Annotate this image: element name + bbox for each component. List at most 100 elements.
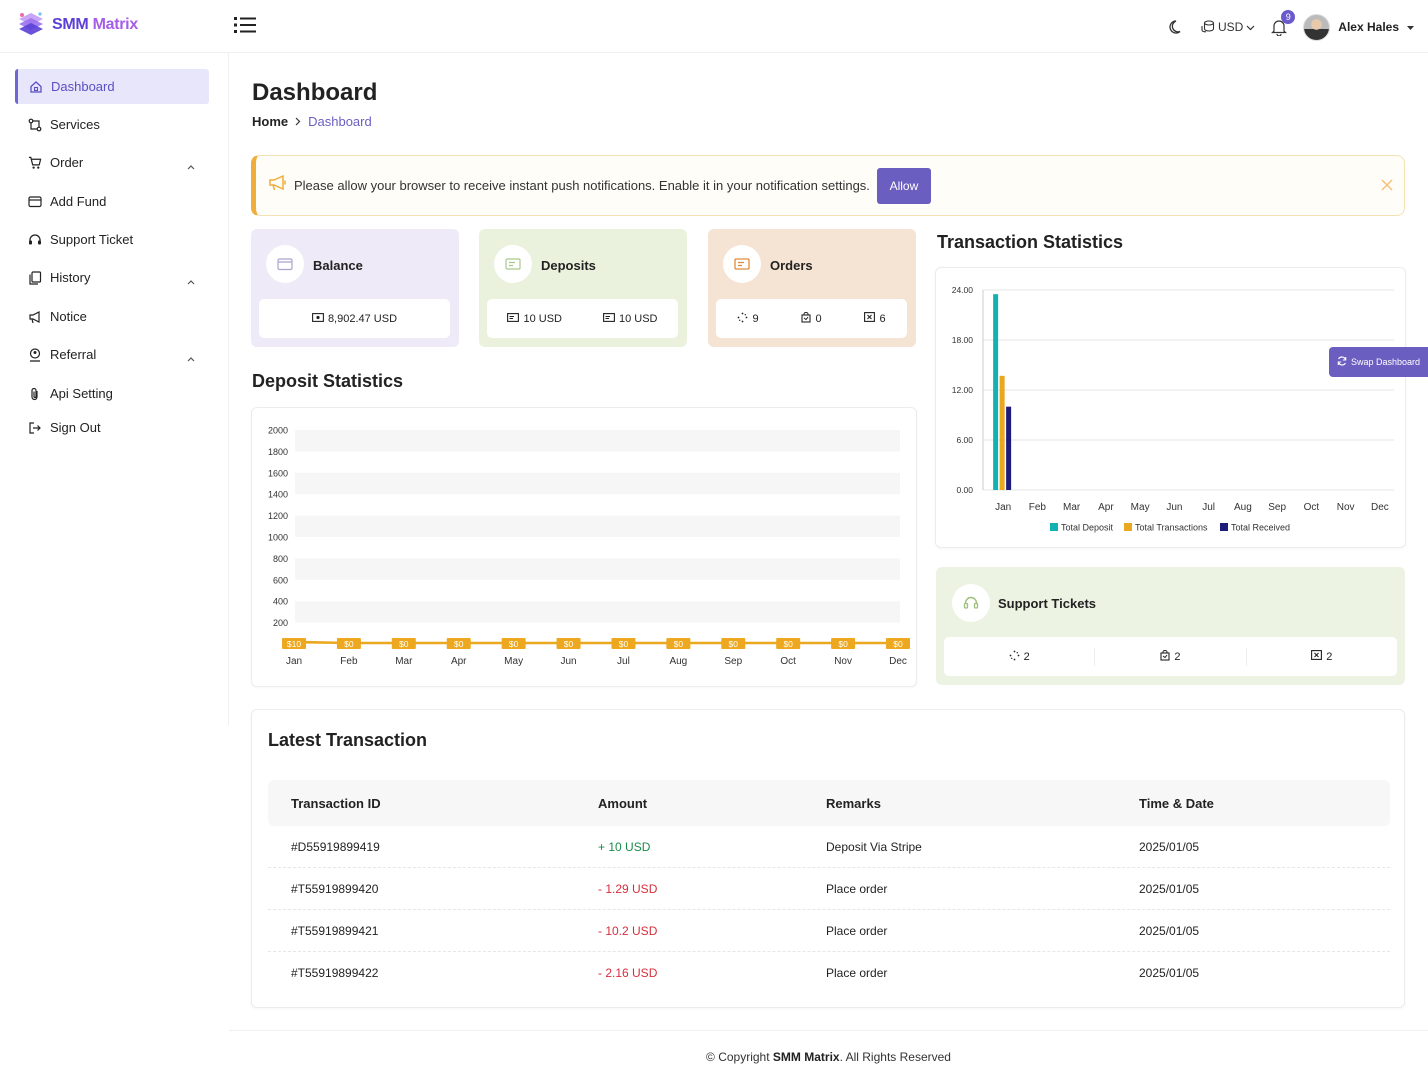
data-label: $0	[564, 639, 574, 649]
sidebar-item-sign-out[interactable]: Sign Out	[15, 410, 209, 445]
sidebar-item-label: History	[50, 270, 91, 285]
grid-band	[295, 430, 900, 452]
menu-toggle-icon[interactable]	[234, 16, 258, 36]
deposit-value: 10 USD	[507, 313, 562, 325]
copy-icon	[28, 270, 42, 285]
cash-icon	[311, 312, 324, 325]
sidebar-item-label: Add Fund	[50, 194, 107, 209]
data-label: $0	[399, 639, 409, 649]
data-label-bg	[391, 638, 416, 649]
transaction-amount: + 10 USD	[598, 840, 651, 854]
allow-button[interactable]: Allow	[876, 167, 931, 204]
bar	[993, 294, 999, 490]
y-tick-label: 24.00	[952, 285, 974, 295]
sidebar-item-add-fund[interactable]: Add Fund	[15, 184, 209, 219]
table-row: #T55919899420 - 1.29 USD Place order 202…	[268, 868, 1390, 910]
x-tick-label: Mar	[395, 656, 413, 667]
series-line	[293, 640, 898, 645]
close-icon[interactable]	[1380, 178, 1394, 192]
currency-selector[interactable]: USD	[1201, 19, 1255, 36]
coins-icon	[1201, 19, 1215, 36]
table-row: #T55919899421 - 10.2 USD Place order 202…	[268, 910, 1390, 952]
swap-dashboard-button[interactable]: Swap Dashboard	[1329, 347, 1428, 377]
y-tick-label: 1000	[268, 533, 288, 543]
data-label: $0	[893, 639, 903, 649]
footer: © Copyright SMM Matrix. All Rights Reser…	[229, 1030, 1428, 1080]
x-tick-label: Jun	[1166, 502, 1182, 513]
x-tick-label: Jun	[560, 656, 576, 667]
chevron-up-icon	[187, 273, 195, 288]
user-menu[interactable]: Alex Hales	[1303, 13, 1414, 41]
chevron-right-icon	[295, 114, 301, 129]
wallet-icon	[266, 245, 304, 283]
y-tick-label: 6.00	[956, 435, 973, 445]
data-label: $0	[344, 639, 354, 649]
copyright-text: © Copyright SMM Matrix. All Rights Reser…	[706, 1050, 951, 1064]
transaction-id: #T55919899421	[291, 924, 379, 938]
deposits-card: Deposits 10 USD 10 USD	[479, 229, 687, 347]
x-tick-label: Oct	[780, 656, 796, 667]
x-tick-label: Jul	[617, 656, 630, 667]
sidebar-item-referral[interactable]: Referral	[15, 337, 209, 372]
transaction-date: 2025/01/05	[1139, 924, 1200, 938]
deposit-statistics-title: Deposit Statistics	[252, 371, 404, 391]
sidebar-item-label: Support Ticket	[50, 232, 134, 247]
grid-band	[295, 515, 900, 537]
x-tick-label: Nov	[834, 656, 852, 667]
x-tick-label: Jan	[286, 656, 302, 667]
x-tick-label: Aug	[669, 656, 687, 667]
sidebar-item-dashboard[interactable]: Dashboard	[15, 69, 209, 104]
data-label: $0	[783, 639, 793, 649]
x-tick-label: Oct	[1304, 502, 1320, 513]
balance-card: Balance 8,902.47 USD	[251, 229, 459, 347]
cart-icon	[28, 156, 42, 170]
logo[interactable]: SMM Matrix	[16, 10, 138, 40]
table-header: Transaction ID Amount Remarks Time & Dat…	[268, 780, 1390, 826]
tickets-closed: 2	[1247, 648, 1397, 666]
notification-badge: 9	[1281, 10, 1296, 24]
user-name: Alex Hales	[1338, 20, 1399, 34]
logo-mark-icon	[16, 10, 46, 40]
money-icon	[603, 312, 615, 325]
breadcrumb-current: Dashboard	[308, 114, 372, 129]
sidebar-item-api-setting[interactable]: Api Setting	[15, 376, 209, 411]
x-tick-label: Feb	[340, 656, 358, 667]
sidebar-item-notice[interactable]: Notice	[15, 299, 209, 334]
notification-bell[interactable]: 9	[1269, 10, 1296, 37]
x-tick-label: Nov	[1337, 502, 1355, 513]
x-tick-label: Dec	[889, 656, 907, 667]
data-label-bg	[721, 638, 746, 649]
breadcrumb-home[interactable]: Home	[252, 114, 289, 129]
y-tick-label: 400	[273, 597, 288, 607]
card-title: Support Tickets	[998, 596, 1097, 611]
x-tick-label: Jul	[1202, 502, 1215, 513]
sidebar-item-support-ticket[interactable]: Support Ticket	[15, 222, 209, 257]
x-tick-label: Feb	[1029, 502, 1047, 513]
data-label: $0	[619, 639, 629, 649]
headset-icon	[952, 584, 990, 622]
table-row: #D55919899419 + 10 USD Deposit Via Strip…	[268, 826, 1390, 868]
sidebar-item-services[interactable]: Services	[15, 107, 209, 142]
y-tick-label: 2000	[268, 426, 288, 436]
x-tick-label: Apr	[1098, 502, 1114, 513]
grid-band	[295, 601, 900, 623]
page-title: Dashboard	[252, 79, 378, 106]
transaction-statistics-title: Transaction Statistics	[937, 232, 1124, 252]
deposit-chart: 200 400 600 800 1000 1200 1400 1600 1800 2000 $10 J…	[268, 426, 910, 667]
grid-band	[295, 558, 900, 580]
legend-swatch	[1050, 523, 1058, 531]
legend-label: Total Received	[1231, 523, 1290, 533]
refresh-icon	[1337, 356, 1347, 368]
transaction-remarks: Deposit Via Stripe	[826, 840, 922, 854]
dark-mode-moon-icon[interactable]	[1167, 17, 1187, 37]
latest-transaction-title: Latest Transaction	[268, 730, 428, 750]
bag-icon	[1160, 649, 1170, 664]
sidebar-item-history[interactable]: History	[15, 260, 209, 295]
x-tick-label: Aug	[1234, 502, 1252, 513]
card-title: Deposits	[541, 258, 596, 273]
sidebar-item-label: Referral	[50, 347, 97, 362]
sidebar-item-order[interactable]: Order	[15, 145, 209, 180]
y-tick-label: 600	[273, 575, 288, 585]
data-label-bg	[666, 638, 691, 649]
legend-swatch	[1124, 523, 1132, 531]
